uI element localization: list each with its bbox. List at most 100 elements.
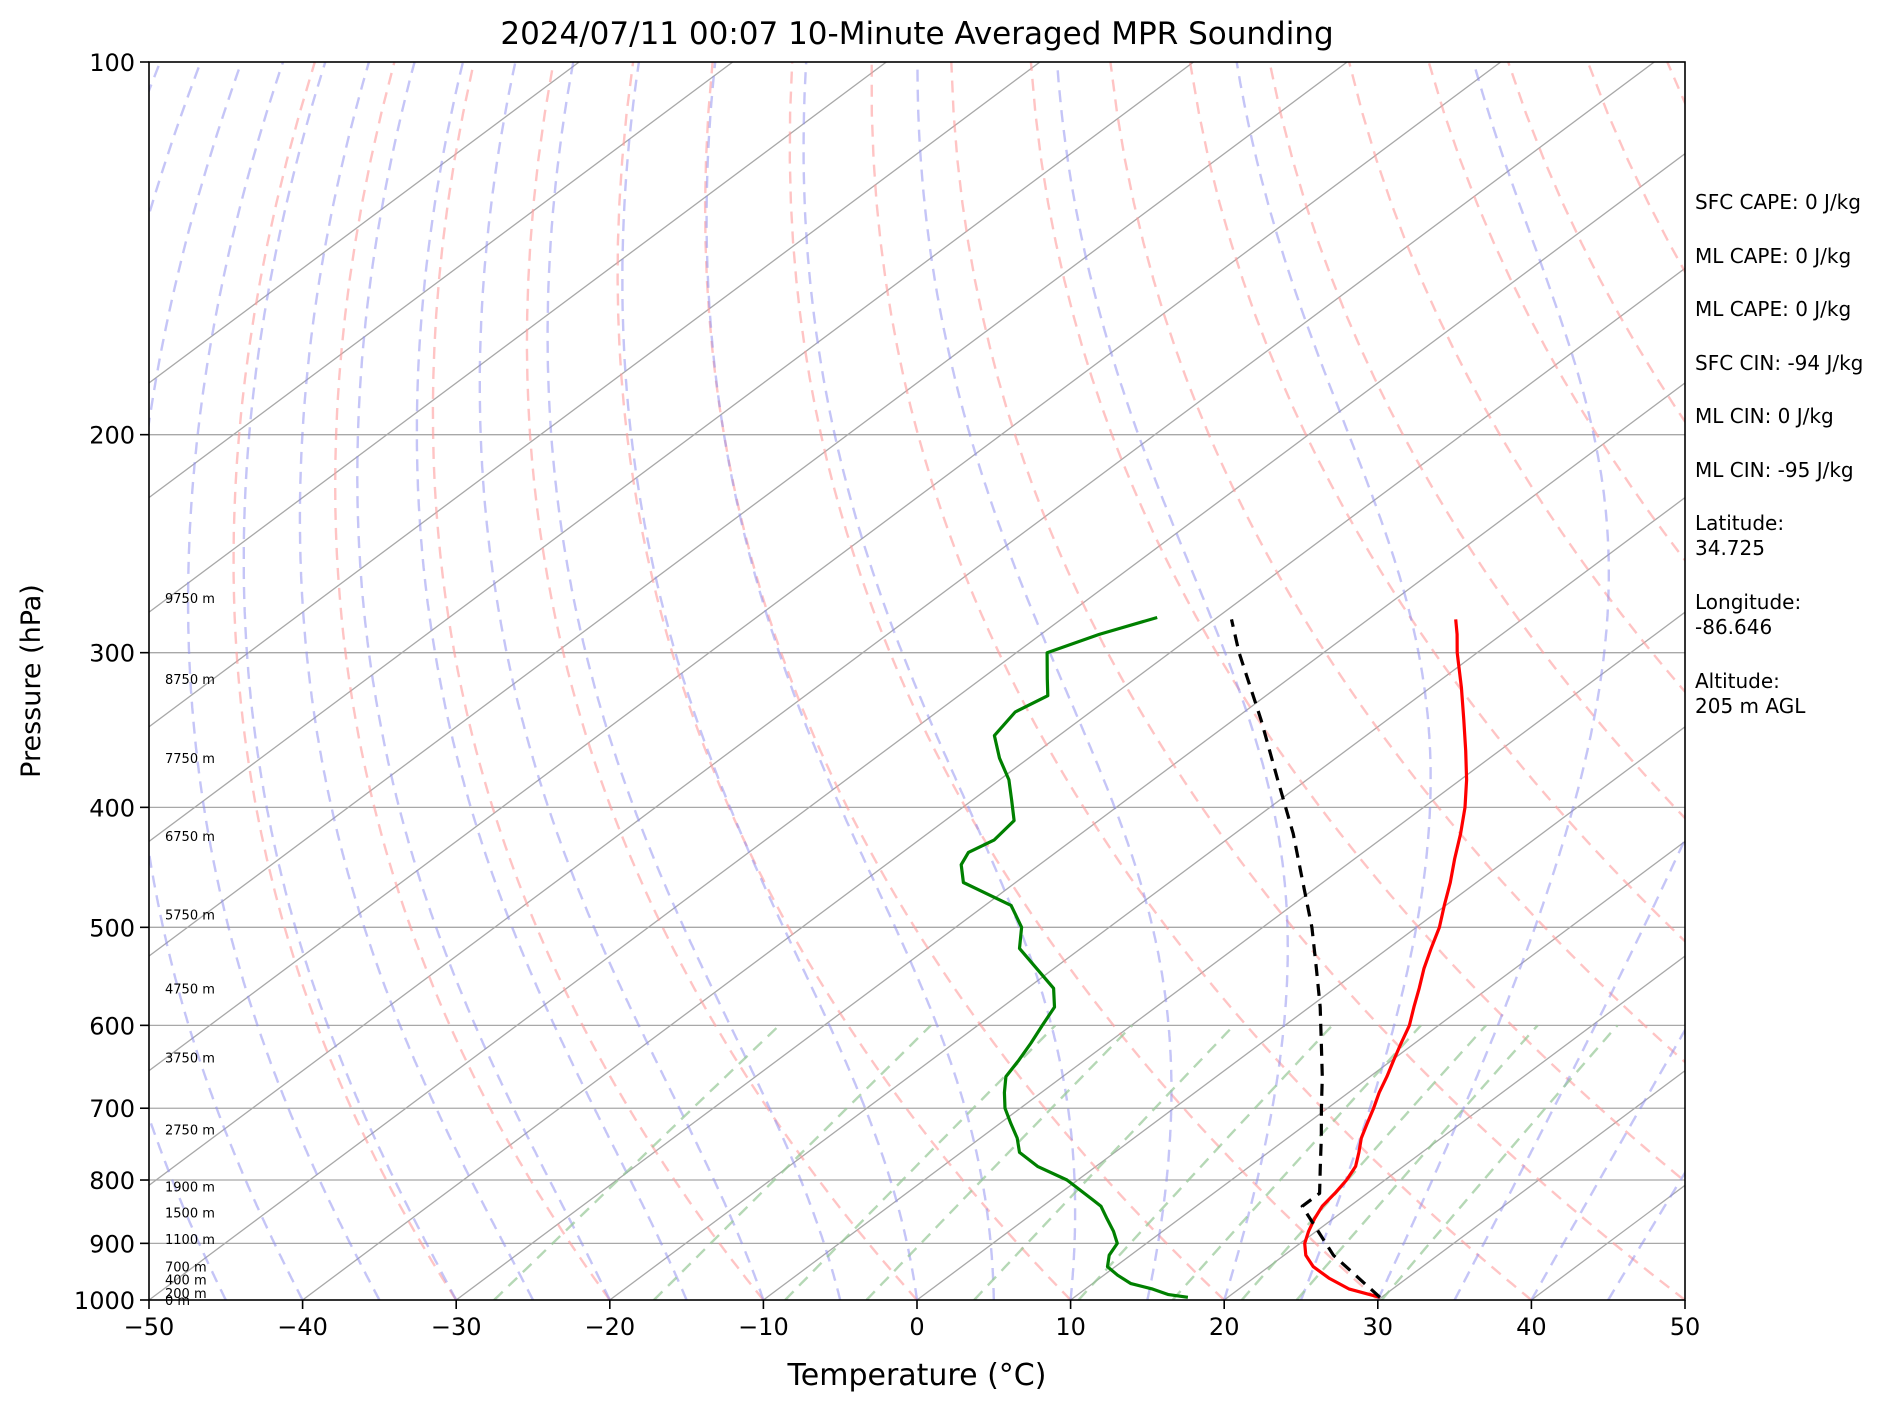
stat-item: SFC CIN: -94 J/kg	[1695, 351, 1864, 375]
height-label: 2750 m	[165, 1123, 215, 1138]
x-axis-label: Temperature (°C)	[787, 1358, 1047, 1393]
height-label: 0 m	[165, 1294, 190, 1309]
mixing-ratio-line	[1171, 1024, 1422, 1300]
y-tick-label: 900	[89, 1230, 135, 1258]
isotherm-line	[149, 62, 887, 614]
y-tick-label: 400	[89, 794, 135, 822]
data-lines	[959, 615, 1469, 1299]
temperature-profile-line	[1303, 619, 1469, 1299]
isotherm-line	[916, 726, 1685, 1300]
moist-adiabat-line	[705, 62, 995, 1300]
stat-item: ML CAPE: 0 J/kg	[1695, 297, 1852, 321]
dry-adiabat-line	[1188, 62, 1685, 943]
height-label: 7750 m	[165, 752, 215, 767]
stat-item: Latitude: 34.725	[1695, 511, 1785, 560]
stat-item: Longitude: -86.646	[1695, 590, 1802, 639]
parcel-profile-line	[1229, 619, 1381, 1299]
background-lines	[149, 62, 1685, 1300]
mixing-ratio-line	[1380, 1024, 1619, 1300]
isotherm-line	[1223, 955, 1685, 1300]
dry-adiabat-line	[333, 62, 611, 1300]
moist-adiabat-line	[186, 62, 381, 1300]
stat-item: Altitude: 205 m AGL	[1695, 669, 1806, 718]
stat-item: ML CAPE: 0 J/kg	[1695, 244, 1852, 268]
isotherm-line	[149, 62, 1502, 1072]
mixing-ratio-line	[865, 1024, 1134, 1300]
stat-item: ML CIN: 0 J/kg	[1695, 404, 1834, 428]
dry-adiabat-line	[1109, 62, 1685, 1064]
isotherm-line	[149, 62, 1655, 1187]
x-tick-label: −10	[738, 1313, 789, 1341]
dry-adiabat-line	[703, 62, 1226, 1300]
dry-adiabat-line	[870, 62, 1533, 1300]
height-label: 200 m	[165, 1287, 207, 1302]
dry-adiabat-line	[1268, 62, 1685, 820]
mixing-ratio-line	[1077, 1024, 1334, 1300]
chart-title: 2024/07/11 00:07 10-Minute Averaged MPR …	[500, 16, 1333, 52]
moist-adiabat-line	[546, 62, 842, 1300]
isotherm-line	[1377, 1069, 1685, 1300]
dry-adiabat-line	[950, 62, 1685, 1300]
x-tick-label: 50	[1670, 1313, 1701, 1341]
y-tick-label: 600	[89, 1012, 135, 1040]
y-axis: 100 200 300 400 500 600 700 800 900 1000	[74, 49, 149, 1315]
isotherm-line	[149, 62, 1041, 728]
x-tick-label: −40	[277, 1313, 328, 1341]
mixing-ratio-line	[1240, 1024, 1487, 1300]
y-tick-label: 700	[89, 1095, 135, 1123]
height-label: 1500 m	[165, 1207, 215, 1222]
isotherm-line	[1070, 840, 1685, 1300]
height-label: 1100 m	[165, 1233, 215, 1248]
y-tick-label: 500	[89, 914, 135, 942]
stat-item: ML CIN: -95 J/kg	[1695, 458, 1854, 482]
x-tick-label: −20	[584, 1313, 635, 1341]
moist-adiabat-line	[1235, 62, 1432, 1300]
moist-adiabat-line	[916, 62, 1173, 1300]
height-label: 6750 m	[165, 830, 215, 845]
moist-adiabat-line	[1055, 62, 1289, 1300]
isotherm-line	[149, 62, 580, 384]
moist-adiabat-line	[298, 62, 535, 1300]
x-tick-label: 10	[1055, 1313, 1086, 1341]
mixing-ratio-line	[784, 1024, 1057, 1300]
dry-adiabat-line	[788, 62, 1379, 1300]
height-label: 8750 m	[165, 673, 215, 688]
isotherm-line	[609, 496, 1685, 1300]
height-label: 5750 m	[165, 908, 215, 923]
y-tick-label: 800	[89, 1167, 135, 1195]
dry-adiabat-line	[431, 62, 765, 1300]
y-tick-label: 300	[89, 640, 135, 668]
height-label: 9750 m	[165, 592, 215, 607]
isotherm-line	[149, 152, 1685, 1300]
height-label: 1900 m	[165, 1181, 215, 1196]
y-tick-label: 1000	[74, 1287, 135, 1315]
x-tick-label: 30	[1363, 1313, 1394, 1341]
mixing-ratio-line	[1295, 1024, 1539, 1300]
height-label: 4750 m	[165, 982, 215, 997]
stat-item: SFC CAPE: 0 J/kg	[1695, 190, 1861, 214]
y-tick-label: 100	[89, 49, 135, 77]
isotherm-line	[763, 611, 1685, 1300]
height-label: 700 m	[165, 1261, 207, 1276]
y-axis-label: Pressure (hPa)	[16, 584, 47, 778]
x-tick-label: −50	[124, 1313, 175, 1341]
moist-adiabat-line	[1376, 62, 1610, 1300]
isotherm-line	[149, 62, 734, 499]
moist-adiabat-line	[149, 62, 304, 1300]
isotherm-line	[302, 267, 1685, 1300]
x-tick-label: 20	[1209, 1313, 1240, 1341]
x-tick-label: −30	[431, 1313, 482, 1341]
height-label: 400 m	[165, 1274, 207, 1289]
y-tick-label: 200	[89, 422, 135, 450]
moist-adiabat-line	[621, 62, 919, 1300]
moist-adiabat-line	[802, 62, 1077, 1300]
dry-adiabat-line	[616, 62, 1072, 1300]
moist-adiabat-line	[242, 62, 458, 1300]
isotherm-line	[149, 62, 1194, 843]
dry-adiabat-line	[232, 62, 458, 1300]
mixing-ratio-line	[653, 1024, 932, 1300]
moist-adiabat-line	[1453, 836, 1685, 1300]
dry-adiabat-line	[525, 62, 918, 1300]
